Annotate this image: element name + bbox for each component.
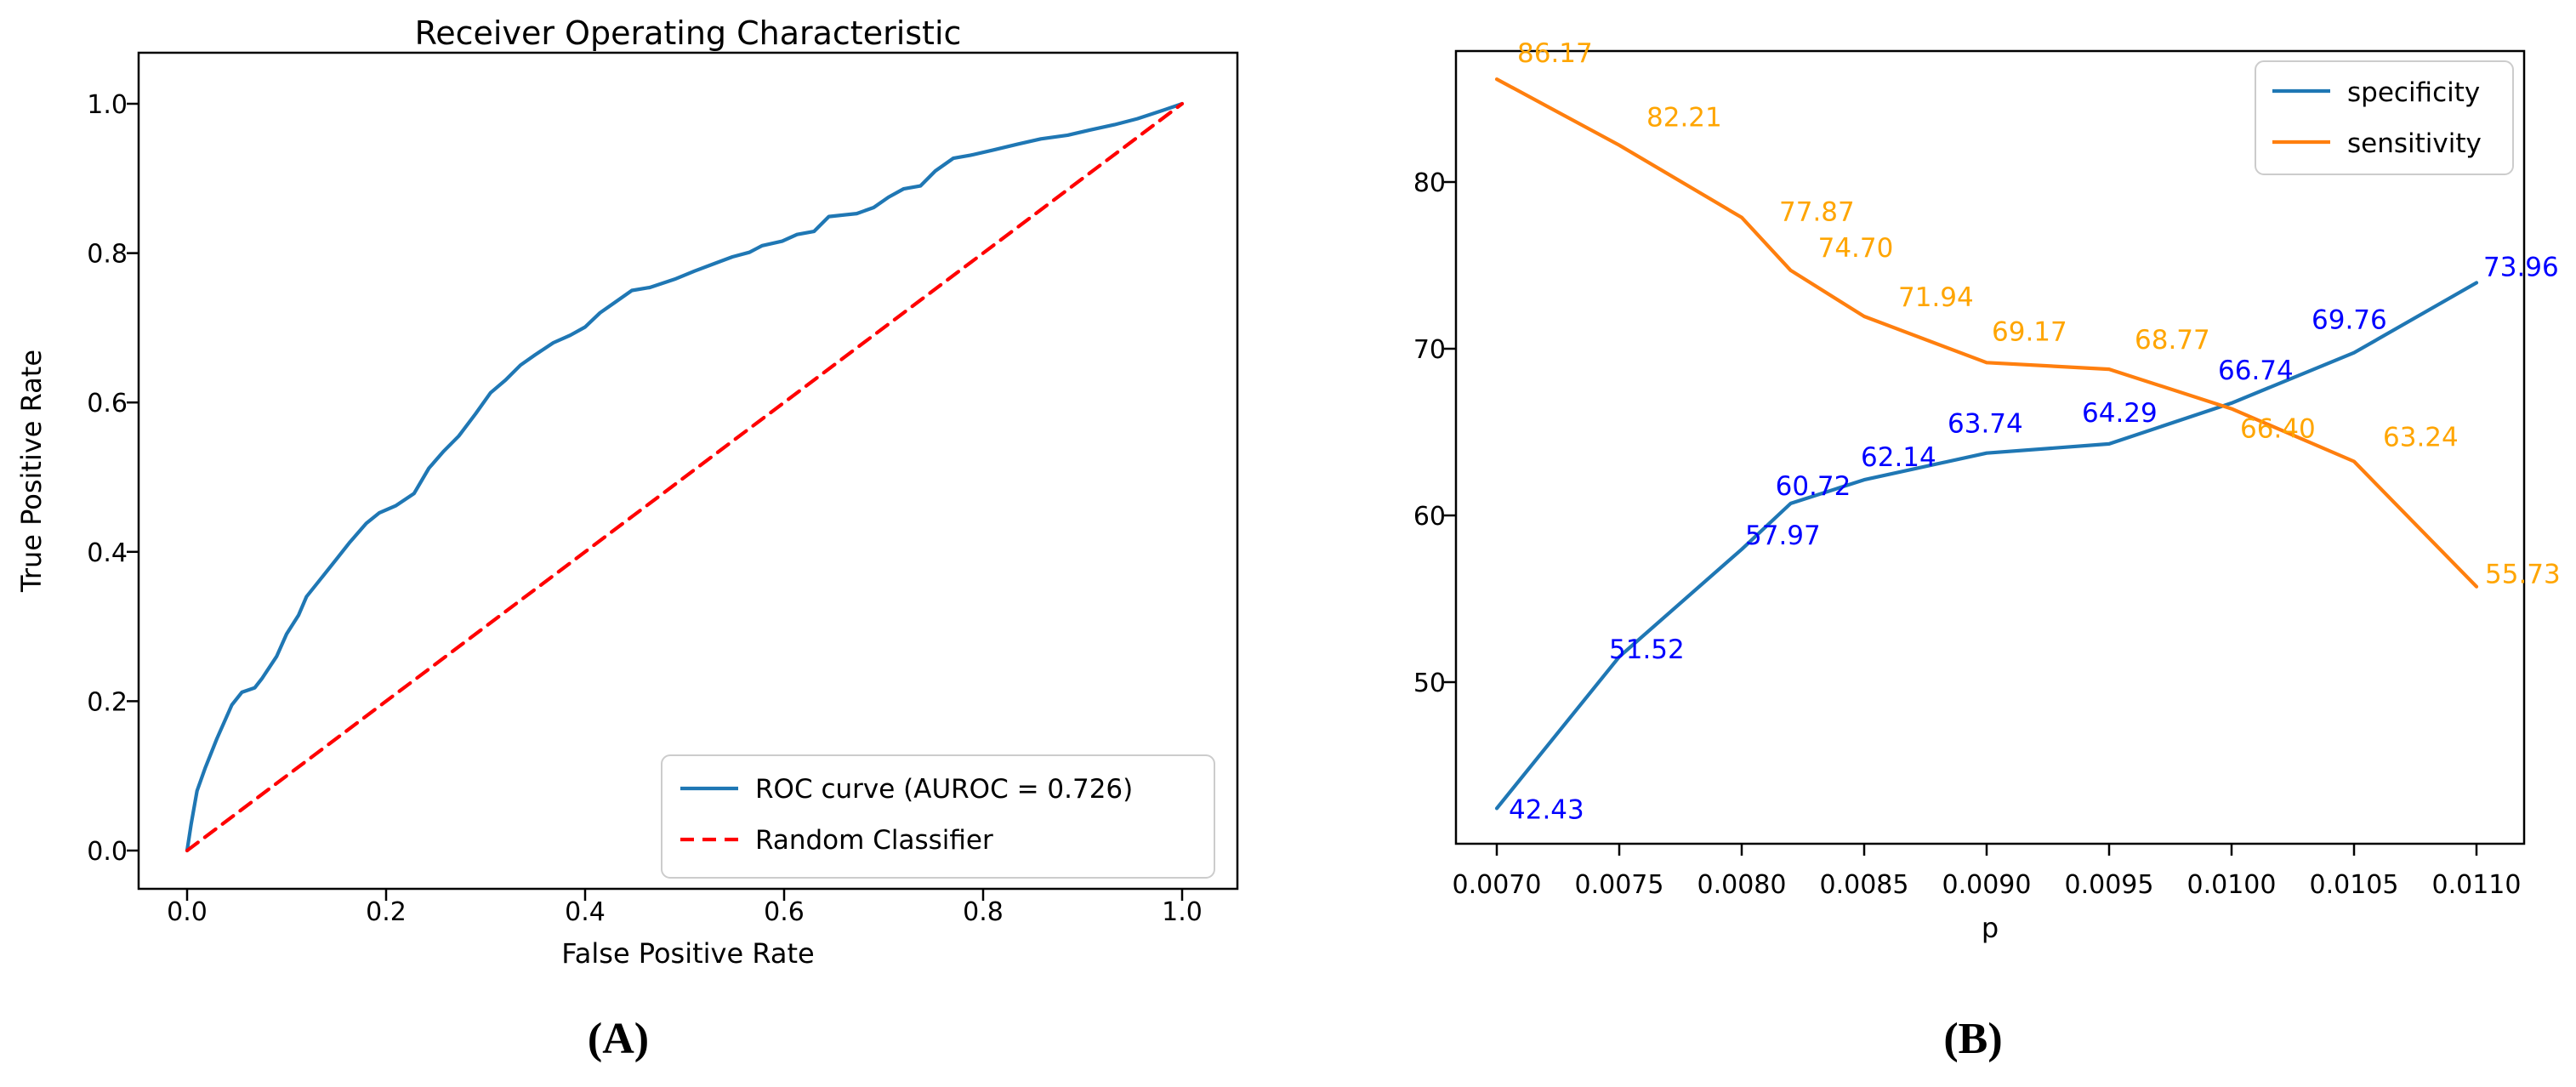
point-label-specificity: 69.76 bbox=[2312, 305, 2387, 336]
x-tick-label: 0.0090 bbox=[1942, 870, 2032, 900]
x-tick-label: 0.0070 bbox=[1453, 870, 1542, 900]
y-tick-label: 1.0 bbox=[87, 90, 128, 120]
x-tick-label: 0.0095 bbox=[2065, 870, 2154, 900]
x-axis-label: False Positive Rate bbox=[561, 937, 814, 970]
plot-box bbox=[137, 51, 1239, 891]
roc-chart: 0.0 0.2 0.4 0.6 0.8 1.0 0.0 0.2 0.4 0.6 0.8 1.0 Rece… bbox=[15, 14, 1239, 970]
point-label-specificity: 62.14 bbox=[1861, 442, 1936, 473]
specificity-sensitivity-chart: 0.0070 0.0075 0.0080 0.0085 0.0090 0.0095 0.01… bbox=[1413, 38, 2561, 944]
y-tick-label: 60 bbox=[1413, 502, 1446, 532]
point-label-specificity: 73.96 bbox=[2483, 252, 2559, 282]
x-tick-label: 0.8 bbox=[963, 897, 1004, 927]
point-label-sensitivity: 71.94 bbox=[1898, 282, 1974, 313]
panel-a-caption: (A) bbox=[587, 1015, 650, 1063]
point-label-sensitivity: 86.17 bbox=[1517, 38, 1593, 69]
plot-box bbox=[1454, 49, 2526, 845]
x-tick-label: 0.0 bbox=[167, 897, 208, 927]
x-tick-label: 0.6 bbox=[764, 897, 805, 927]
y-tick-label: 0.8 bbox=[87, 240, 128, 270]
y-tick-label: 0.4 bbox=[87, 538, 128, 568]
point-label-sensitivity: 68.77 bbox=[2135, 325, 2210, 356]
x-tick-label: 0.0110 bbox=[2432, 870, 2522, 900]
y-tick-label: 0.0 bbox=[87, 837, 128, 867]
x-tick-label: 0.2 bbox=[366, 897, 407, 927]
x-tick-label: 0.0100 bbox=[2187, 870, 2277, 900]
point-label-specificity: 66.74 bbox=[2218, 356, 2294, 386]
point-label-sensitivity: 82.21 bbox=[1646, 103, 1722, 134]
legend-label: specificity bbox=[2347, 77, 2480, 108]
legend-label: Random Classifier bbox=[755, 825, 993, 856]
point-label-specificity: 42.43 bbox=[1509, 794, 1584, 825]
x-tick-label: 1.0 bbox=[1162, 897, 1203, 927]
point-label-sensitivity: 69.17 bbox=[1992, 316, 2067, 347]
y-tick-label: 80 bbox=[1413, 168, 1446, 198]
point-label-specificity: 63.74 bbox=[1948, 409, 2023, 440]
x-tick-label: 0.0080 bbox=[1697, 870, 1787, 900]
legend-box bbox=[661, 754, 1215, 879]
point-label-specificity: 57.97 bbox=[1745, 521, 1821, 551]
series-line-roc-curve-auroc-0-726- bbox=[185, 101, 1185, 853]
y-tick-label: 0.6 bbox=[87, 389, 128, 418]
legend-label: ROC curve (AUROC = 0.726) bbox=[755, 774, 1133, 805]
chart-title: Receiver Operating Characteristic bbox=[415, 14, 962, 52]
x-tick-label: 0.0085 bbox=[1820, 870, 1909, 900]
x-tick-label: 0.4 bbox=[565, 897, 606, 927]
panel-b-caption: (B) bbox=[1943, 1015, 2003, 1063]
y-axis-label: True Positive Rate bbox=[15, 350, 48, 593]
x-axis-label: p bbox=[1982, 912, 1999, 944]
x-tick-label: 0.0105 bbox=[2310, 870, 2399, 900]
y-tick-label: 0.2 bbox=[87, 687, 128, 717]
series-line-specificity bbox=[1494, 281, 2479, 811]
point-label-sensitivity: 74.70 bbox=[1818, 233, 1894, 264]
x-tick-label: 0.0075 bbox=[1575, 870, 1664, 900]
legend-label: sensitivity bbox=[2347, 128, 2482, 159]
y-tick-label: 70 bbox=[1413, 335, 1446, 365]
series-line-sensitivity bbox=[1494, 77, 2479, 589]
point-label-specificity: 64.29 bbox=[2082, 398, 2158, 429]
point-label-sensitivity: 66.40 bbox=[2240, 414, 2316, 445]
point-label-sensitivity: 77.87 bbox=[1779, 197, 1855, 228]
point-label-sensitivity: 55.73 bbox=[2485, 560, 2561, 590]
point-label-specificity: 60.72 bbox=[1776, 471, 1851, 502]
y-tick-label: 50 bbox=[1413, 669, 1446, 698]
series-line-random-classifier bbox=[185, 101, 1185, 853]
point-label-sensitivity: 63.24 bbox=[2383, 422, 2459, 452]
point-label-specificity: 51.52 bbox=[1609, 635, 1685, 665]
